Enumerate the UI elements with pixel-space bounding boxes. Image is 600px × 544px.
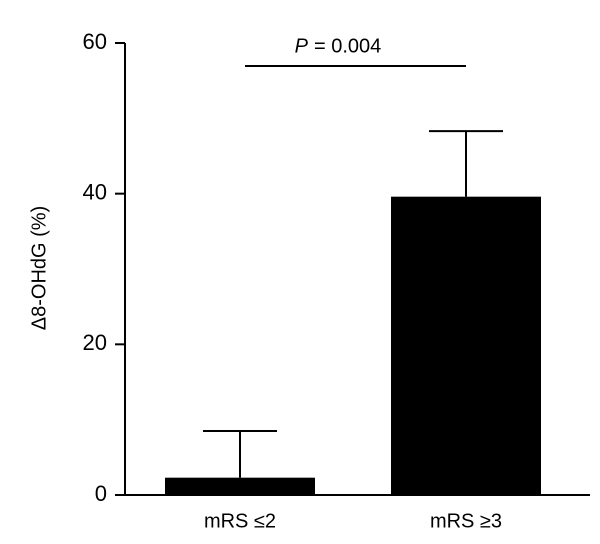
y-tick-label: 40 — [83, 179, 107, 204]
y-axis-label: Δ8-OHdG (%) — [28, 206, 50, 330]
bar — [165, 477, 315, 495]
annotation-italic: P — [295, 35, 309, 57]
bar — [391, 196, 541, 495]
annotation: = 0.004 — [314, 35, 381, 57]
y-tick-label: 60 — [83, 29, 107, 54]
x-tick-label: mRS ≤2 — [204, 510, 276, 532]
x-tick-label: mRS ≥3 — [430, 510, 502, 532]
y-tick-label: 20 — [83, 330, 107, 355]
y-tick-label: 0 — [95, 481, 107, 506]
error-bar — [203, 429, 277, 478]
error-bar — [429, 130, 503, 197]
